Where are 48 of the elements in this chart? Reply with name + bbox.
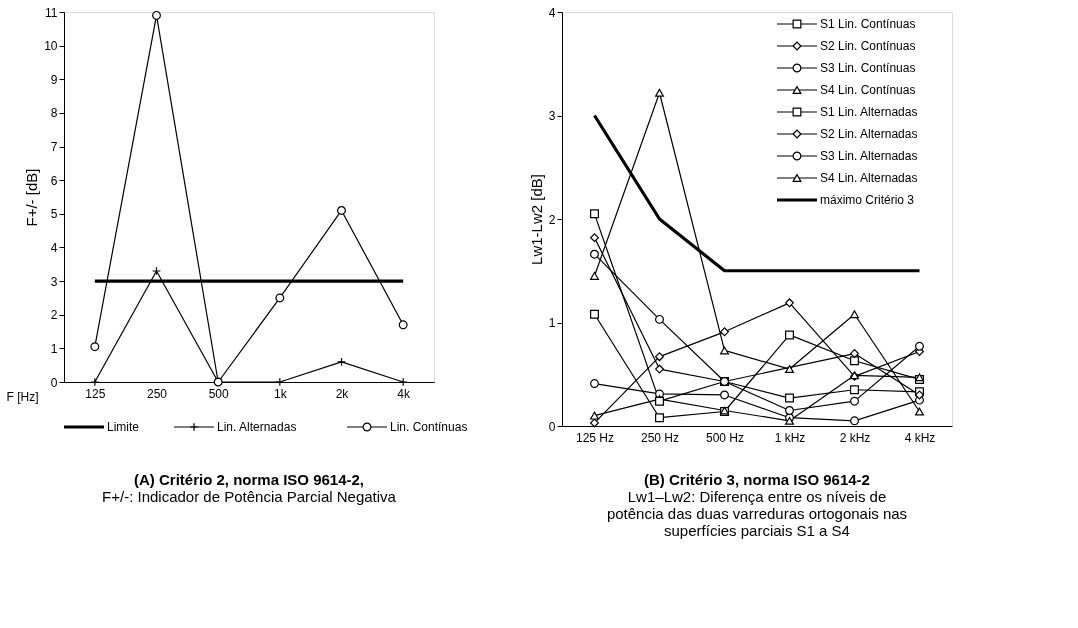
y-tick-label: 5 bbox=[50, 207, 58, 222]
x-tick-label: 500 bbox=[208, 386, 229, 401]
y-tick-label: 11 bbox=[45, 5, 58, 20]
y-tick-label: 1 bbox=[50, 341, 58, 356]
x-tick-label: 4 kHz bbox=[904, 430, 936, 445]
text: Lw1–Lw2: Diferença entre os níveis de potência das duas varreduras ortogonais nas superfícies parciais S1 a S4 bbox=[606, 488, 908, 539]
y-tick-label: 0 bbox=[50, 375, 58, 390]
legend-label: Lin. Contínuas bbox=[390, 420, 468, 434]
text: F+/-: Indicador de Potência Parcial Negativa bbox=[102, 488, 397, 506]
x-tick-label: 2 kHz bbox=[839, 430, 871, 445]
y-tick-label: 6 bbox=[50, 173, 58, 188]
y-tick-label: 1 bbox=[548, 316, 556, 330]
y-tick-label: 3 bbox=[548, 109, 556, 123]
x-tick-label: 1 kHz bbox=[774, 430, 806, 445]
x-tick-label: 250 bbox=[146, 386, 168, 401]
y-tick-label: 2 bbox=[548, 212, 556, 227]
x-tick-label: 4k bbox=[397, 386, 411, 401]
x-axis-title: F [Hz] bbox=[6, 389, 39, 404]
x-tick-label: 250 Hz bbox=[640, 430, 680, 445]
legend-label: máximo Critério 3 bbox=[820, 193, 915, 207]
legend-label: S3 Lin. Contínuas bbox=[820, 61, 916, 75]
y-tick-label: 8 bbox=[50, 106, 58, 121]
y-tick-label: 0 bbox=[548, 419, 556, 434]
y-tick-label: 4 bbox=[50, 240, 58, 255]
y-axis-title: F+/- [dB] bbox=[23, 168, 41, 227]
legend-label: Limite bbox=[107, 420, 140, 434]
x-tick-label: 125 Hz bbox=[575, 430, 615, 445]
text: (B) Critério 3, norma ISO 9614-2 bbox=[644, 471, 870, 488]
x-tick-label: 1k bbox=[273, 386, 288, 401]
x-tick-label: 2k bbox=[335, 386, 350, 401]
legend-label: S2 Lin. Alternadas bbox=[820, 127, 918, 141]
legend-label: S4 Lin. Contínuas bbox=[820, 83, 916, 97]
y-tick-label: 9 bbox=[50, 72, 58, 87]
y-tick-label: 2 bbox=[50, 308, 58, 323]
x-tick-label: 125 bbox=[85, 386, 106, 401]
y-axis-title: Lw1-Lw2 [dB] bbox=[527, 174, 545, 265]
y-tick-label: 4 bbox=[548, 5, 556, 20]
legend-label: S1 Lin. Contínuas bbox=[820, 17, 916, 31]
y-tick-label: 3 bbox=[50, 274, 58, 289]
legend-label: S2 Lin. Contínuas bbox=[820, 39, 916, 53]
y-tick-label: 7 bbox=[50, 140, 58, 155]
text: (A) Critério 2, norma ISO 9614-2, bbox=[133, 471, 365, 489]
x-tick-label: 500 Hz bbox=[705, 430, 745, 445]
y-tick-label: 10 bbox=[44, 39, 58, 54]
legend-label: S1 Lin. Alternadas bbox=[820, 105, 918, 119]
legend-label: S4 Lin. Alternadas bbox=[820, 171, 918, 185]
legend-label: Lin. Alternadas bbox=[217, 420, 297, 434]
legend-label: S3 Lin. Alternadas bbox=[820, 149, 918, 163]
